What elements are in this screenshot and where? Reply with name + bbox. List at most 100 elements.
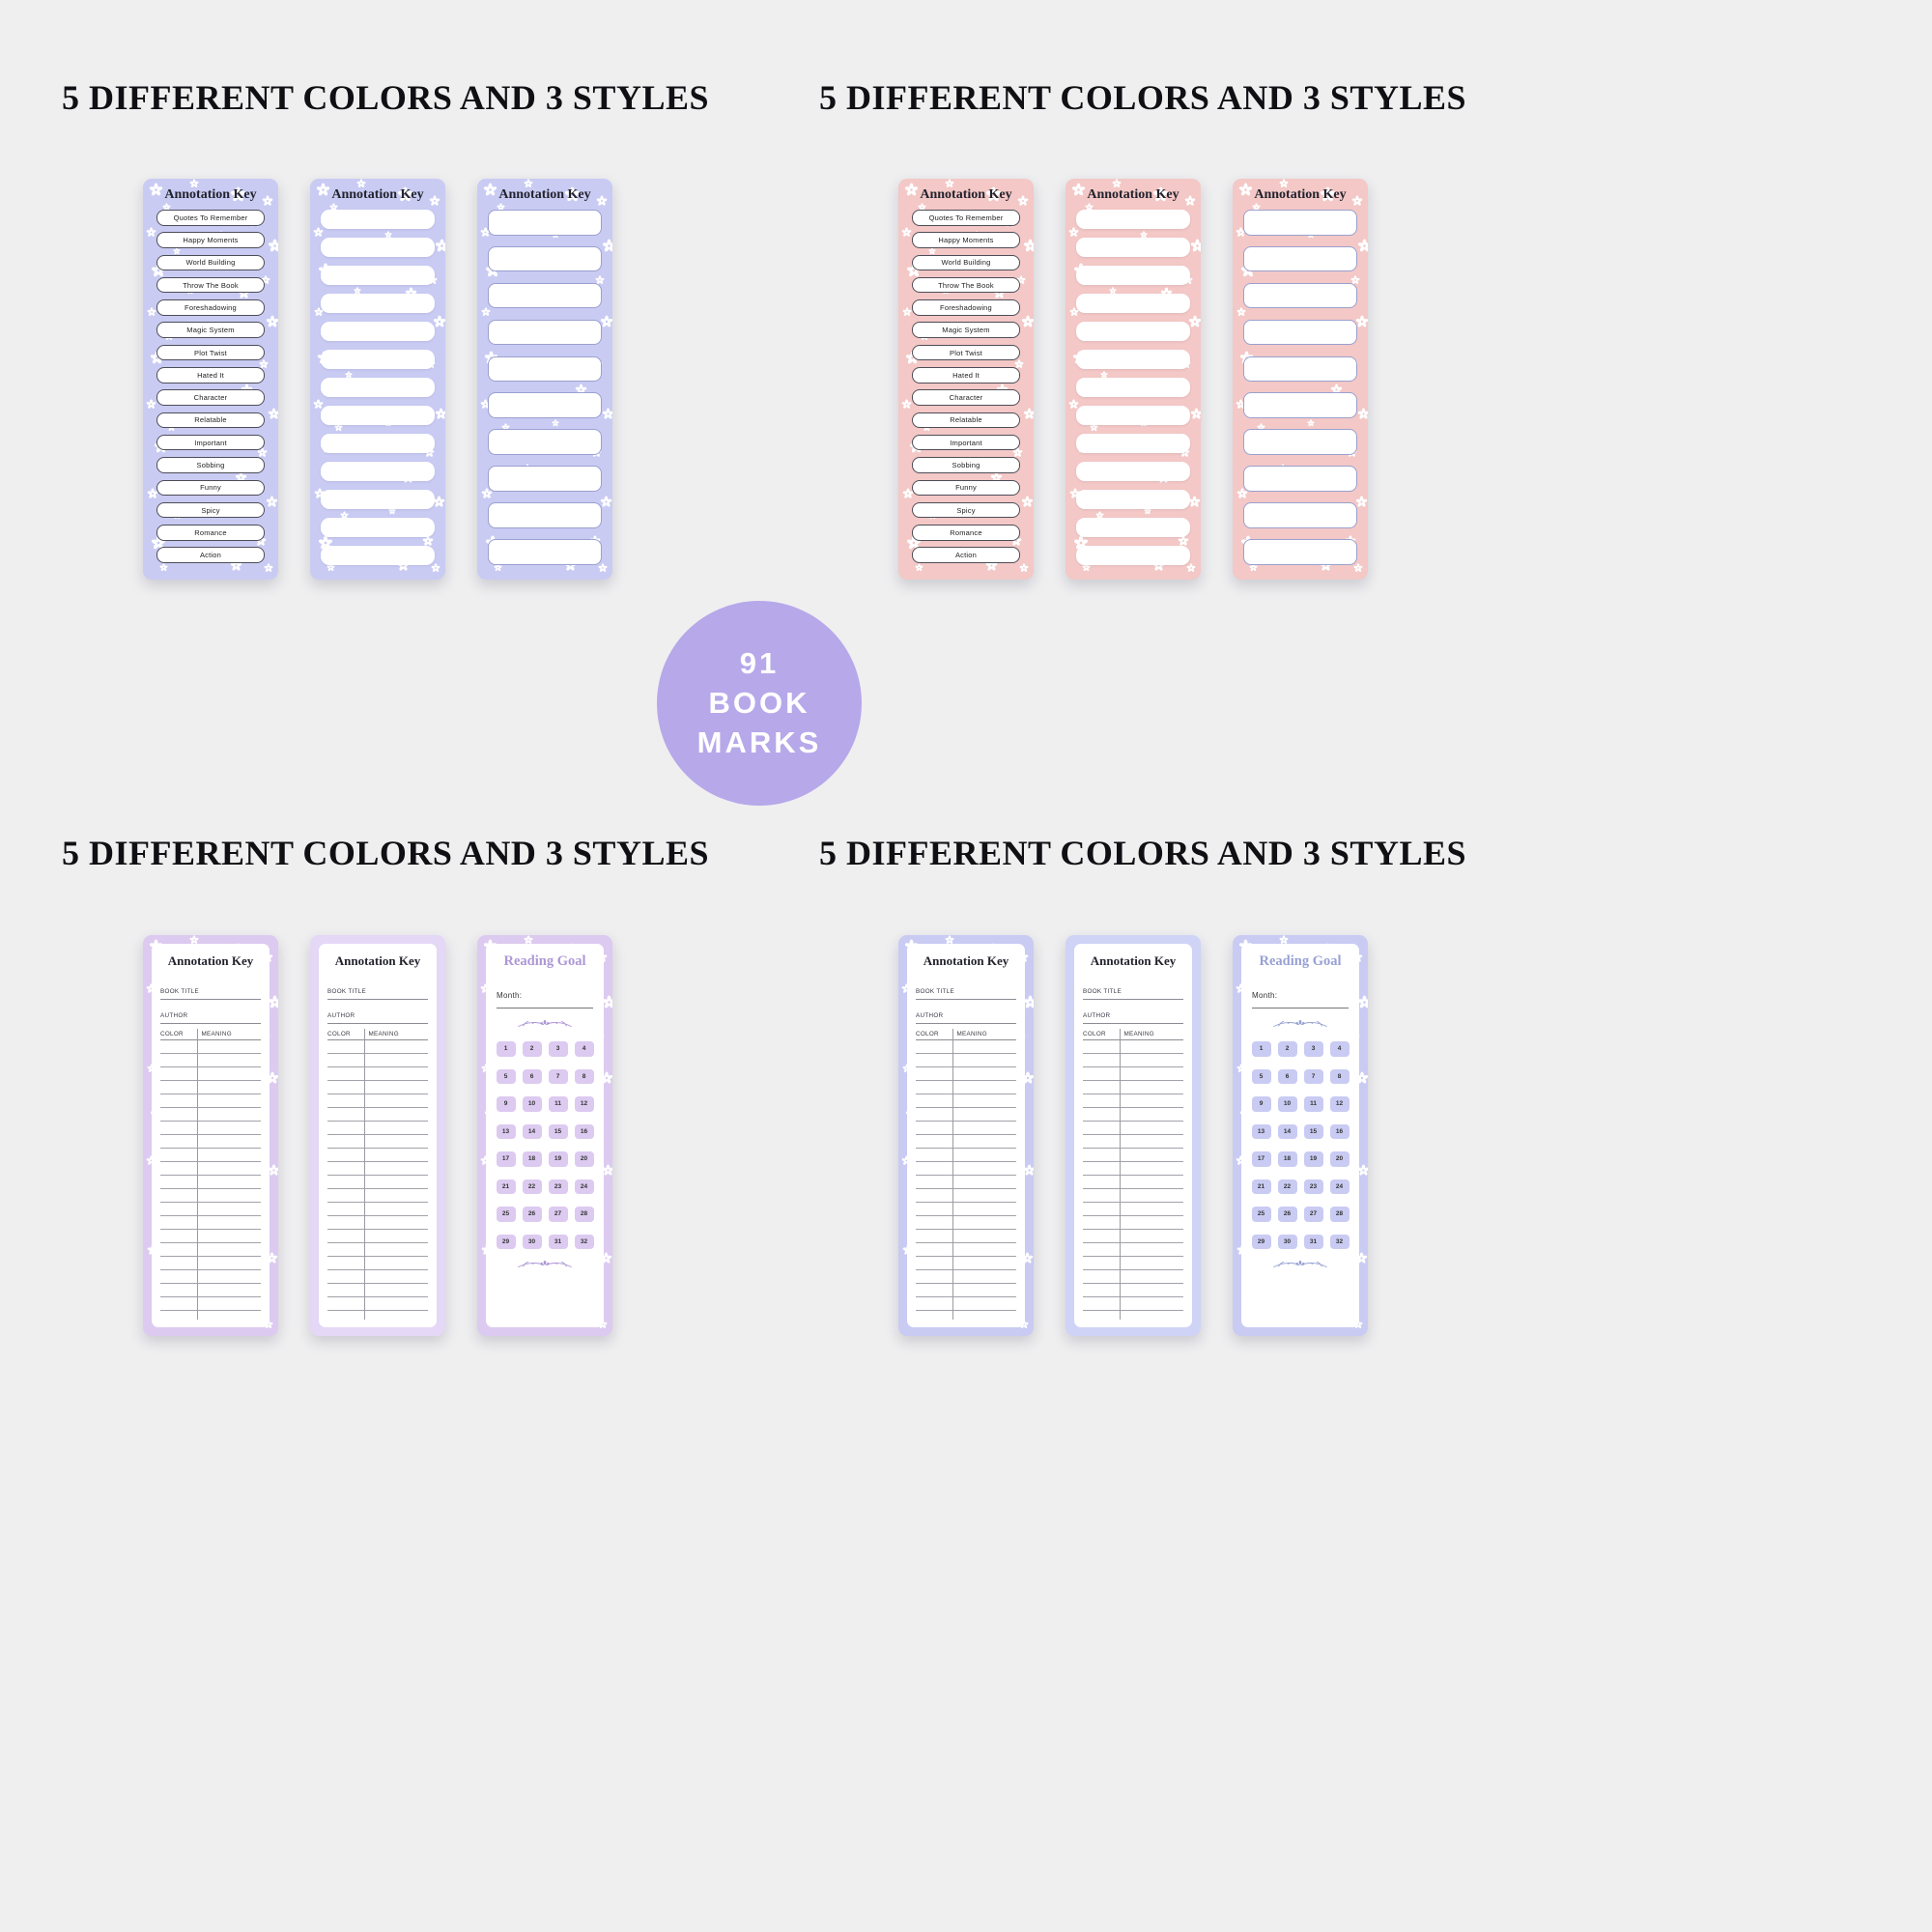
blank-box bbox=[1243, 466, 1357, 492]
annotation-label-box: Foreshadowing bbox=[156, 299, 265, 316]
color-meaning-table: COLOR MEANING bbox=[160, 1029, 261, 1320]
day-number: 28 bbox=[580, 1210, 588, 1218]
annotation-label-box: Important bbox=[156, 434, 265, 451]
day-cell: 31 bbox=[548, 1234, 568, 1249]
day-number: 18 bbox=[1283, 1155, 1292, 1163]
meaning-column-header: MEANING bbox=[201, 1031, 232, 1037]
author-label: AUTHOR bbox=[916, 1012, 944, 1019]
bookmark-annotation-key-blank-medium: Annotation Key bbox=[310, 179, 445, 580]
annotation-label-box: Quotes To Remember bbox=[156, 210, 265, 226]
blank-box bbox=[1076, 266, 1190, 285]
bookmark-panel: Annotation Key BOOK TITLE AUTHOR COLOR M… bbox=[319, 944, 437, 1327]
day-cell: 21 bbox=[1251, 1179, 1271, 1194]
day-number: 28 bbox=[1335, 1210, 1344, 1218]
bookmark-content: Annotation Key bbox=[1233, 179, 1368, 580]
day-cell: 27 bbox=[1303, 1207, 1323, 1222]
blank-box bbox=[321, 238, 435, 257]
annotation-label-box: World Building bbox=[156, 254, 265, 271]
blank-box bbox=[1076, 210, 1190, 229]
day-number: 25 bbox=[1257, 1210, 1265, 1218]
annotation-label: Quotes To Remember bbox=[928, 213, 1004, 222]
badge-count: 91 bbox=[739, 646, 780, 680]
annotation-label-box: Romance bbox=[912, 525, 1020, 541]
annotation-label-box: Magic System bbox=[912, 322, 1020, 338]
book-title-field: BOOK TITLE bbox=[327, 979, 428, 1000]
color-column-header: COLOR bbox=[327, 1031, 351, 1037]
day-number: 30 bbox=[1283, 1237, 1292, 1245]
day-number: 19 bbox=[1309, 1155, 1318, 1163]
annotation-label: Character bbox=[193, 393, 228, 403]
day-cell: 16 bbox=[574, 1123, 594, 1139]
bookmark-annotation-log-solid: Annotation Key BOOK TITLE AUTHOR COLOR M… bbox=[1065, 935, 1201, 1336]
day-number: 6 bbox=[529, 1072, 534, 1080]
day-cell: 1 bbox=[496, 1041, 516, 1057]
annotation-label: Romance bbox=[950, 527, 982, 537]
annotation-label-box: Throw The Book bbox=[156, 276, 265, 294]
annotation-label: Funny bbox=[955, 483, 977, 493]
day-cell: 9 bbox=[1251, 1096, 1271, 1112]
day-cell: 17 bbox=[496, 1151, 516, 1167]
bookmark-reading-goal: Reading Goal Month: bbox=[1233, 935, 1368, 1336]
day-cell: 5 bbox=[1251, 1068, 1271, 1084]
color-column-header: COLOR bbox=[160, 1031, 184, 1037]
bookmark-annotation-key-blank-large: Annotation Key bbox=[477, 179, 612, 580]
blank-box bbox=[1076, 406, 1190, 425]
book-title-field: BOOK TITLE bbox=[160, 979, 261, 1000]
annotation-label: Action bbox=[199, 551, 222, 560]
bookmark-title: Annotation Key bbox=[1090, 953, 1177, 968]
day-cell: 17 bbox=[1251, 1151, 1271, 1167]
annotation-label: Sobbing bbox=[952, 461, 980, 470]
annotation-label-box: Spicy bbox=[156, 501, 265, 519]
bookmark-title: Annotation Key bbox=[334, 953, 421, 968]
bookmark-panel: Reading Goal Month: bbox=[486, 944, 604, 1327]
month-label: Month: bbox=[497, 991, 523, 1000]
annotation-label: Hated It bbox=[952, 370, 980, 380]
day-cell: 15 bbox=[548, 1123, 568, 1139]
annotation-label: Spicy bbox=[956, 505, 976, 515]
month-field: Month: bbox=[1252, 985, 1349, 1009]
blank-box bbox=[321, 210, 435, 229]
day-number: 22 bbox=[1283, 1182, 1292, 1190]
bookmark-title: Annotation Key bbox=[920, 187, 1012, 202]
annotation-label: Happy Moments bbox=[183, 236, 239, 245]
day-cell: 23 bbox=[1303, 1179, 1323, 1194]
blank-box bbox=[1076, 322, 1190, 341]
annotation-label: Important bbox=[950, 438, 982, 447]
day-cell: 32 bbox=[1329, 1234, 1350, 1249]
day-number: 14 bbox=[527, 1127, 536, 1135]
blank-box-list bbox=[1243, 210, 1357, 565]
bookmark-title: Annotation Key bbox=[167, 953, 254, 968]
annotation-label: Spicy bbox=[201, 505, 220, 515]
day-number: 10 bbox=[1283, 1100, 1292, 1108]
day-number: 7 bbox=[555, 1072, 560, 1080]
ruled-lines bbox=[160, 1040, 261, 1320]
blank-box bbox=[321, 462, 435, 481]
annotation-label-box: Character bbox=[156, 389, 265, 406]
blank-box bbox=[1076, 350, 1190, 369]
day-number: 16 bbox=[580, 1127, 588, 1135]
day-number: 3 bbox=[555, 1045, 560, 1053]
blank-box bbox=[1243, 429, 1357, 455]
day-number: 10 bbox=[527, 1100, 536, 1108]
day-number: 9 bbox=[1259, 1100, 1264, 1108]
annotation-label: Quotes To Remember bbox=[173, 213, 248, 222]
book-title-field: BOOK TITLE bbox=[916, 979, 1016, 1000]
day-cell: 11 bbox=[1303, 1096, 1323, 1112]
book-title-label: BOOK TITLE bbox=[160, 988, 199, 995]
day-number: 4 bbox=[1337, 1045, 1342, 1053]
day-number: 26 bbox=[527, 1210, 536, 1218]
day-cell: 15 bbox=[1303, 1123, 1323, 1139]
day-number: 29 bbox=[501, 1237, 510, 1245]
flourish-ornament bbox=[1273, 1261, 1327, 1267]
table-header: COLOR MEANING bbox=[916, 1029, 1016, 1040]
annotation-label-list: Quotes To Remember Happy Moments World B… bbox=[912, 210, 1020, 563]
bookmark-annotation-key-blank-large: Annotation Key bbox=[1233, 179, 1368, 580]
bookmark-row-bottom-left: Annotation Key BOOK TITLE AUTHOR COLOR M… bbox=[143, 935, 612, 1336]
author-label: AUTHOR bbox=[1083, 1012, 1111, 1019]
badge-word-marks: MARKS bbox=[696, 725, 822, 759]
color-meaning-table: COLOR MEANING bbox=[1083, 1029, 1183, 1320]
day-number: 17 bbox=[501, 1155, 510, 1163]
author-field: AUTHOR bbox=[916, 1003, 1016, 1024]
annotation-label-box: Romance bbox=[156, 525, 265, 541]
ruled-lines bbox=[1083, 1040, 1183, 1320]
